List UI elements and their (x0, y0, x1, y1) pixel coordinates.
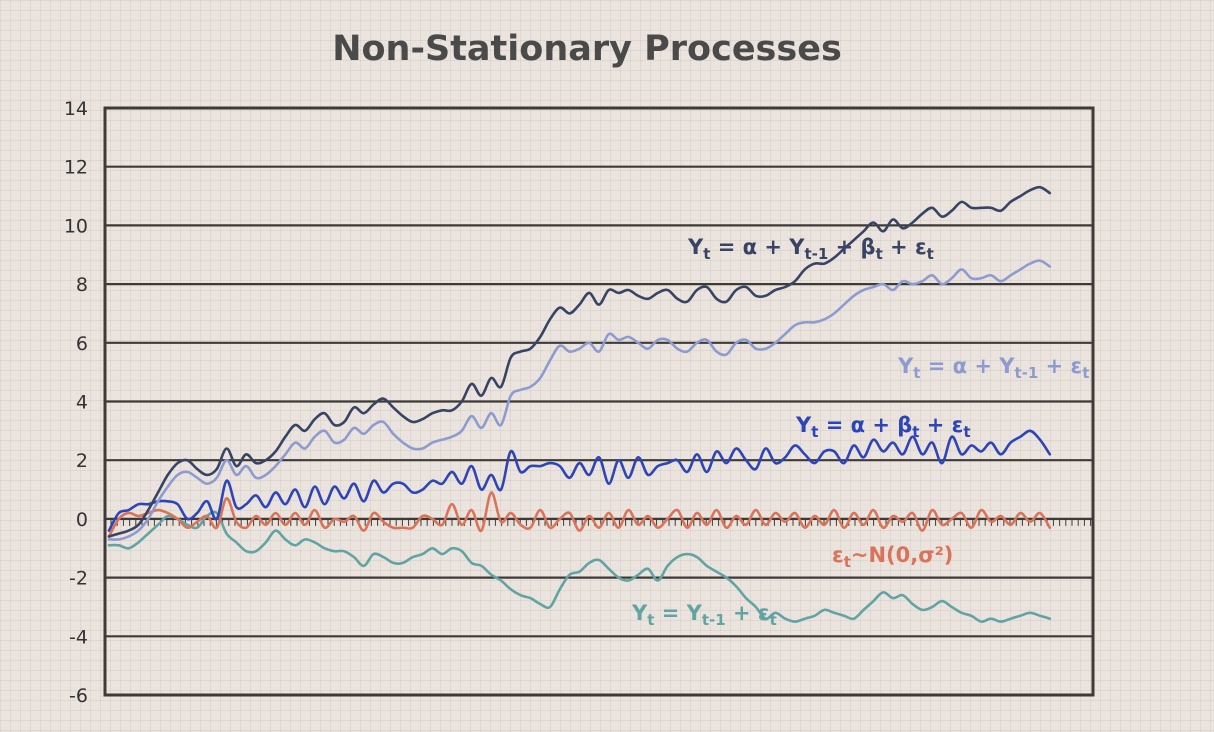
series-line-2 (107, 429, 1052, 532)
series-line-3 (107, 491, 1052, 538)
chart-title: Non-Stationary Processes (332, 29, 842, 69)
y-tick-label: -2 (69, 568, 88, 590)
y-tick-label: 10 (64, 215, 88, 237)
series-label-2: Yt = α + βt + εt (795, 413, 971, 441)
series-line-1 (107, 259, 1052, 541)
series-lines (107, 185, 1052, 623)
series-label-3: εt~N(0,σ²) (832, 543, 953, 571)
y-tick-label: 12 (64, 157, 88, 179)
series-labels: Yt = α + Yt-1 + βt + εt Yt = α + Yt-1 + ε… (631, 235, 1089, 629)
gridlines (105, 106, 1093, 697)
series-label-0: Yt = α + Yt-1 + βt + εt (687, 235, 934, 263)
series-line-0 (107, 185, 1052, 538)
y-tick-label: -6 (69, 685, 88, 707)
series-label-4: Yt = Yt-1 + εt (631, 601, 777, 629)
y-tick-label: 4 (76, 392, 88, 414)
series-label-1: Yt = α + Yt-1 + εt (897, 354, 1089, 382)
y-tick-label: 6 (76, 333, 88, 355)
y-tick-label: 0 (76, 509, 88, 531)
y-axis-tick-labels: -6 -4 -2 0 2 4 6 8 10 12 14 (64, 98, 88, 707)
y-tick-label: 2 (76, 450, 88, 472)
y-tick-label: -4 (69, 626, 88, 648)
plot-frame (103, 106, 1095, 697)
y-tick-label: 14 (64, 98, 88, 120)
series-line-4 (107, 510, 1052, 623)
y-tick-label: 8 (76, 274, 88, 296)
